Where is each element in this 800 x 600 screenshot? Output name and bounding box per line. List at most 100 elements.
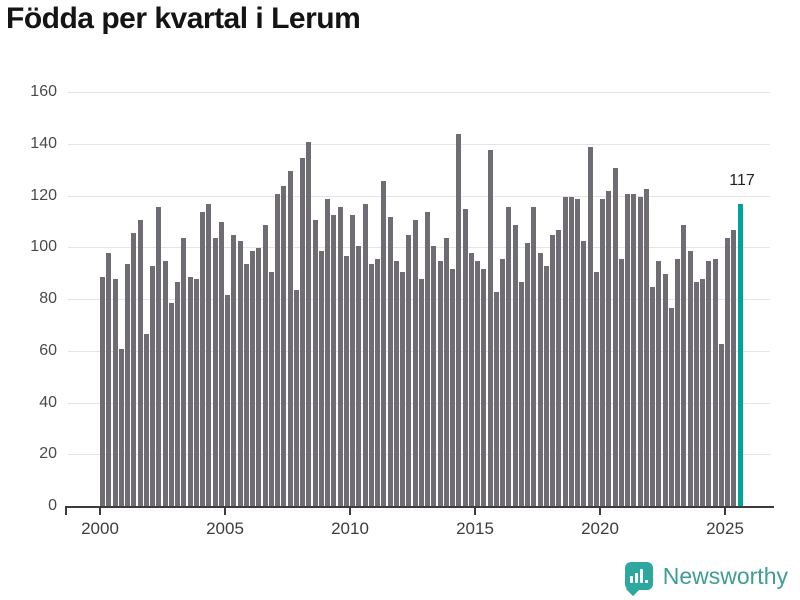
bar — [612, 168, 618, 507]
bar — [337, 206, 343, 507]
bar — [712, 258, 718, 507]
bar — [400, 271, 405, 507]
bar — [406, 235, 412, 507]
bar — [568, 196, 574, 507]
y-tick-label: 140 — [30, 134, 57, 152]
x-axis-line — [65, 506, 774, 508]
bar — [262, 224, 268, 507]
x-tick-label: 2020 — [581, 519, 619, 538]
logo-bar-glyphs — [629, 569, 648, 583]
bar — [375, 258, 380, 507]
bar — [293, 289, 299, 507]
bar — [600, 199, 605, 507]
x-tick-label: 2025 — [706, 519, 744, 538]
bar — [156, 206, 162, 507]
bar — [518, 281, 524, 507]
x-tick-mark — [599, 508, 601, 515]
bar — [718, 344, 724, 507]
bar — [606, 191, 612, 507]
bar — [218, 222, 224, 507]
bar-chart-speech-bubble-icon — [624, 562, 653, 590]
logo-text: Newsworthy — [662, 562, 788, 589]
bar — [143, 333, 149, 507]
bar — [100, 276, 105, 507]
bar — [256, 248, 262, 507]
chart-title: Födda per kvartal i Lerum — [6, 2, 361, 35]
bar — [356, 245, 362, 507]
bar — [287, 170, 293, 507]
bar — [281, 186, 287, 507]
bar — [437, 261, 443, 507]
bar — [637, 196, 643, 507]
bar — [681, 224, 687, 507]
newsworthy-logo[interactable]: Newsworthy — [624, 562, 788, 590]
plot-area — [65, 92, 772, 507]
bar — [443, 237, 449, 507]
x-tick-label: 2005 — [206, 519, 244, 538]
gridline — [68, 195, 770, 197]
bar — [593, 271, 599, 507]
bar — [306, 142, 312, 507]
bar — [343, 256, 349, 507]
y-tick-label: 160 — [30, 83, 57, 100]
bar — [300, 157, 305, 507]
x-tick-mark — [99, 508, 101, 515]
bar — [393, 261, 399, 507]
bar — [237, 240, 243, 507]
highlighted-bar-value-label: 117 — [729, 172, 755, 189]
y-tick-label: 20 — [39, 445, 57, 463]
highlighted-bar — [737, 204, 743, 507]
bar — [193, 279, 199, 507]
bar — [125, 263, 130, 507]
bar — [675, 258, 680, 507]
bar — [456, 134, 462, 507]
gridline — [68, 92, 770, 93]
bar — [312, 219, 318, 507]
bar — [550, 235, 555, 507]
y-tick-label: 60 — [39, 341, 57, 359]
bar — [643, 188, 649, 507]
y-tick-label: 40 — [39, 393, 57, 411]
bar — [106, 253, 112, 507]
bar — [250, 250, 255, 507]
bar — [150, 266, 155, 507]
bar — [368, 263, 374, 507]
bar — [118, 349, 124, 507]
y-tick-label: 120 — [30, 186, 57, 204]
bar — [187, 276, 193, 507]
bar — [543, 266, 549, 507]
bar — [537, 253, 543, 507]
y-tick-label: 100 — [30, 238, 57, 256]
bar — [662, 274, 668, 507]
x-tick-mark — [724, 508, 726, 515]
bar — [462, 209, 468, 507]
bar — [506, 206, 512, 507]
x-axis-edge-tick — [65, 508, 67, 515]
x-tick-label: 2015 — [456, 519, 494, 538]
bar — [581, 240, 587, 507]
bar — [318, 250, 324, 507]
bar — [575, 199, 580, 507]
bar — [225, 294, 230, 507]
bar — [481, 268, 487, 507]
bar — [275, 193, 280, 507]
bar — [350, 214, 355, 507]
bar — [700, 279, 705, 507]
bar — [325, 199, 330, 507]
bar — [618, 258, 624, 507]
bar — [493, 292, 499, 507]
bar — [650, 287, 655, 507]
bar — [562, 196, 568, 507]
bar — [693, 281, 699, 507]
x-tick-mark — [349, 508, 351, 515]
x-tick-label: 2000 — [81, 519, 119, 538]
bar — [475, 261, 480, 507]
bar — [425, 212, 430, 507]
bar — [512, 224, 518, 507]
bar — [168, 302, 174, 507]
bar — [418, 279, 424, 507]
bar — [175, 281, 180, 507]
gridline — [68, 143, 770, 145]
bar — [381, 180, 387, 507]
